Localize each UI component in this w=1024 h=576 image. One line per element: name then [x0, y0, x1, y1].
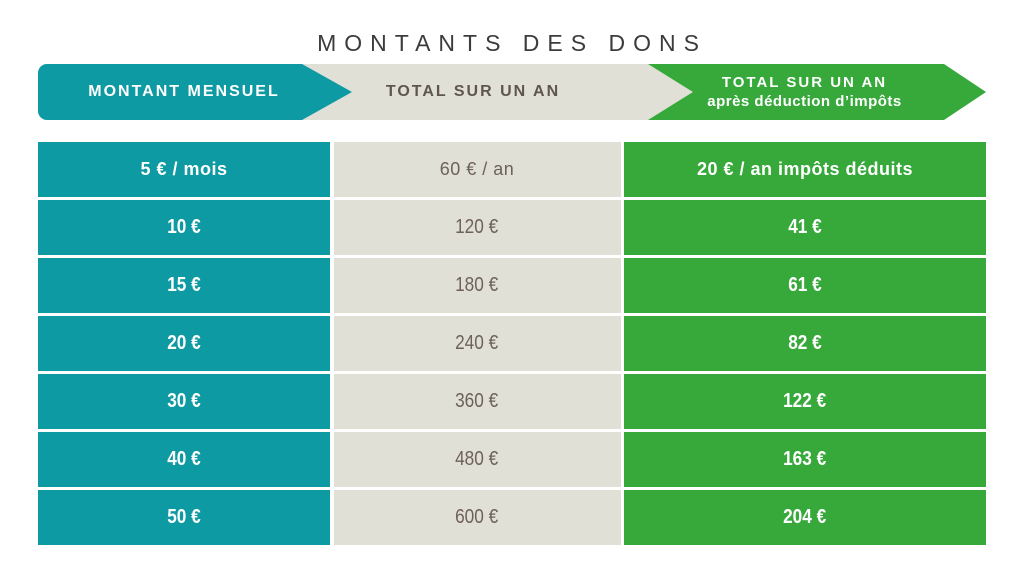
- table-cell: 60 € / an: [333, 142, 621, 197]
- table-cell-value: 50 €: [167, 505, 201, 529]
- table-cell: 61 €: [624, 258, 986, 313]
- table-cell-value: 61 €: [788, 273, 822, 297]
- table-cell-value: 180 €: [455, 273, 499, 297]
- table-cell-value: 10 €: [167, 215, 201, 239]
- table-cell: 30 €: [38, 374, 330, 429]
- header-chevron-monthly-amount: MONTANT MENSUEL: [38, 64, 352, 120]
- table-cell-value: 5 € / mois: [140, 158, 228, 179]
- table-cell: 20 €: [38, 316, 330, 371]
- table-cell: 20 € / an impôts déduits: [624, 142, 986, 197]
- table-cell: 360 €: [333, 374, 621, 429]
- header-after-tax-line1: TOTAL SUR UN AN: [721, 74, 888, 92]
- table-cell-value: 122 €: [783, 389, 827, 413]
- table-cell-value: 41 €: [788, 215, 822, 239]
- table-cell-value: 600 €: [455, 505, 499, 529]
- table-cell-value: 360 €: [455, 389, 499, 413]
- table-cell: 15 €: [38, 258, 330, 313]
- header-monthly-amount-label: MONTANT MENSUEL: [88, 83, 280, 100]
- table-cell: 122 €: [624, 374, 986, 429]
- page-title: MONTANTS DES DONS: [317, 30, 707, 56]
- table-header-band: TOTAL SUR UN AN après déduction d’impôts…: [38, 64, 986, 120]
- table-cell: 180 €: [333, 258, 621, 313]
- table-cell: 40 €: [38, 432, 330, 487]
- table-cell: 600 €: [333, 490, 621, 545]
- table-cell-value: 163 €: [783, 447, 827, 471]
- table-cell: 163 €: [624, 432, 986, 487]
- table-cell-value: 120 €: [455, 215, 499, 239]
- table-cell-value: 204 €: [783, 505, 827, 529]
- header-yearly-total-label: TOTAL SUR UN AN: [385, 83, 561, 100]
- table-cell-value: 82 €: [788, 331, 822, 355]
- table-cell-value: 240 €: [455, 331, 499, 355]
- table-cell: 41 €: [624, 200, 986, 255]
- header-chevron-yearly-total: TOTAL SUR UN AN: [298, 64, 693, 120]
- table-cell: 50 €: [38, 490, 330, 545]
- table-cell: 5 € / mois: [38, 142, 330, 197]
- table-cell: 10 €: [38, 200, 330, 255]
- table-cell-value: 20 € / an impôts déduits: [696, 158, 914, 179]
- table-cell-value: 20 €: [167, 331, 201, 355]
- table-cell-value: 480 €: [455, 447, 499, 471]
- table-cell-value: 30 €: [167, 389, 201, 413]
- table-cell: 204 €: [624, 490, 986, 545]
- table-cell-value: 40 €: [167, 447, 201, 471]
- table-cell: 240 €: [333, 316, 621, 371]
- table-cell: 120 €: [333, 200, 621, 255]
- table-cell: 480 €: [333, 432, 621, 487]
- table-cell-value: 15 €: [167, 273, 201, 297]
- donation-table: 5 € / mois 60 € / an 20 € / an impôts dédu…: [38, 142, 986, 545]
- table-cell-value: 60 € / an: [439, 158, 515, 179]
- table-cell: 82 €: [624, 316, 986, 371]
- header-after-tax-line2: après déduction d’impôts: [707, 92, 902, 110]
